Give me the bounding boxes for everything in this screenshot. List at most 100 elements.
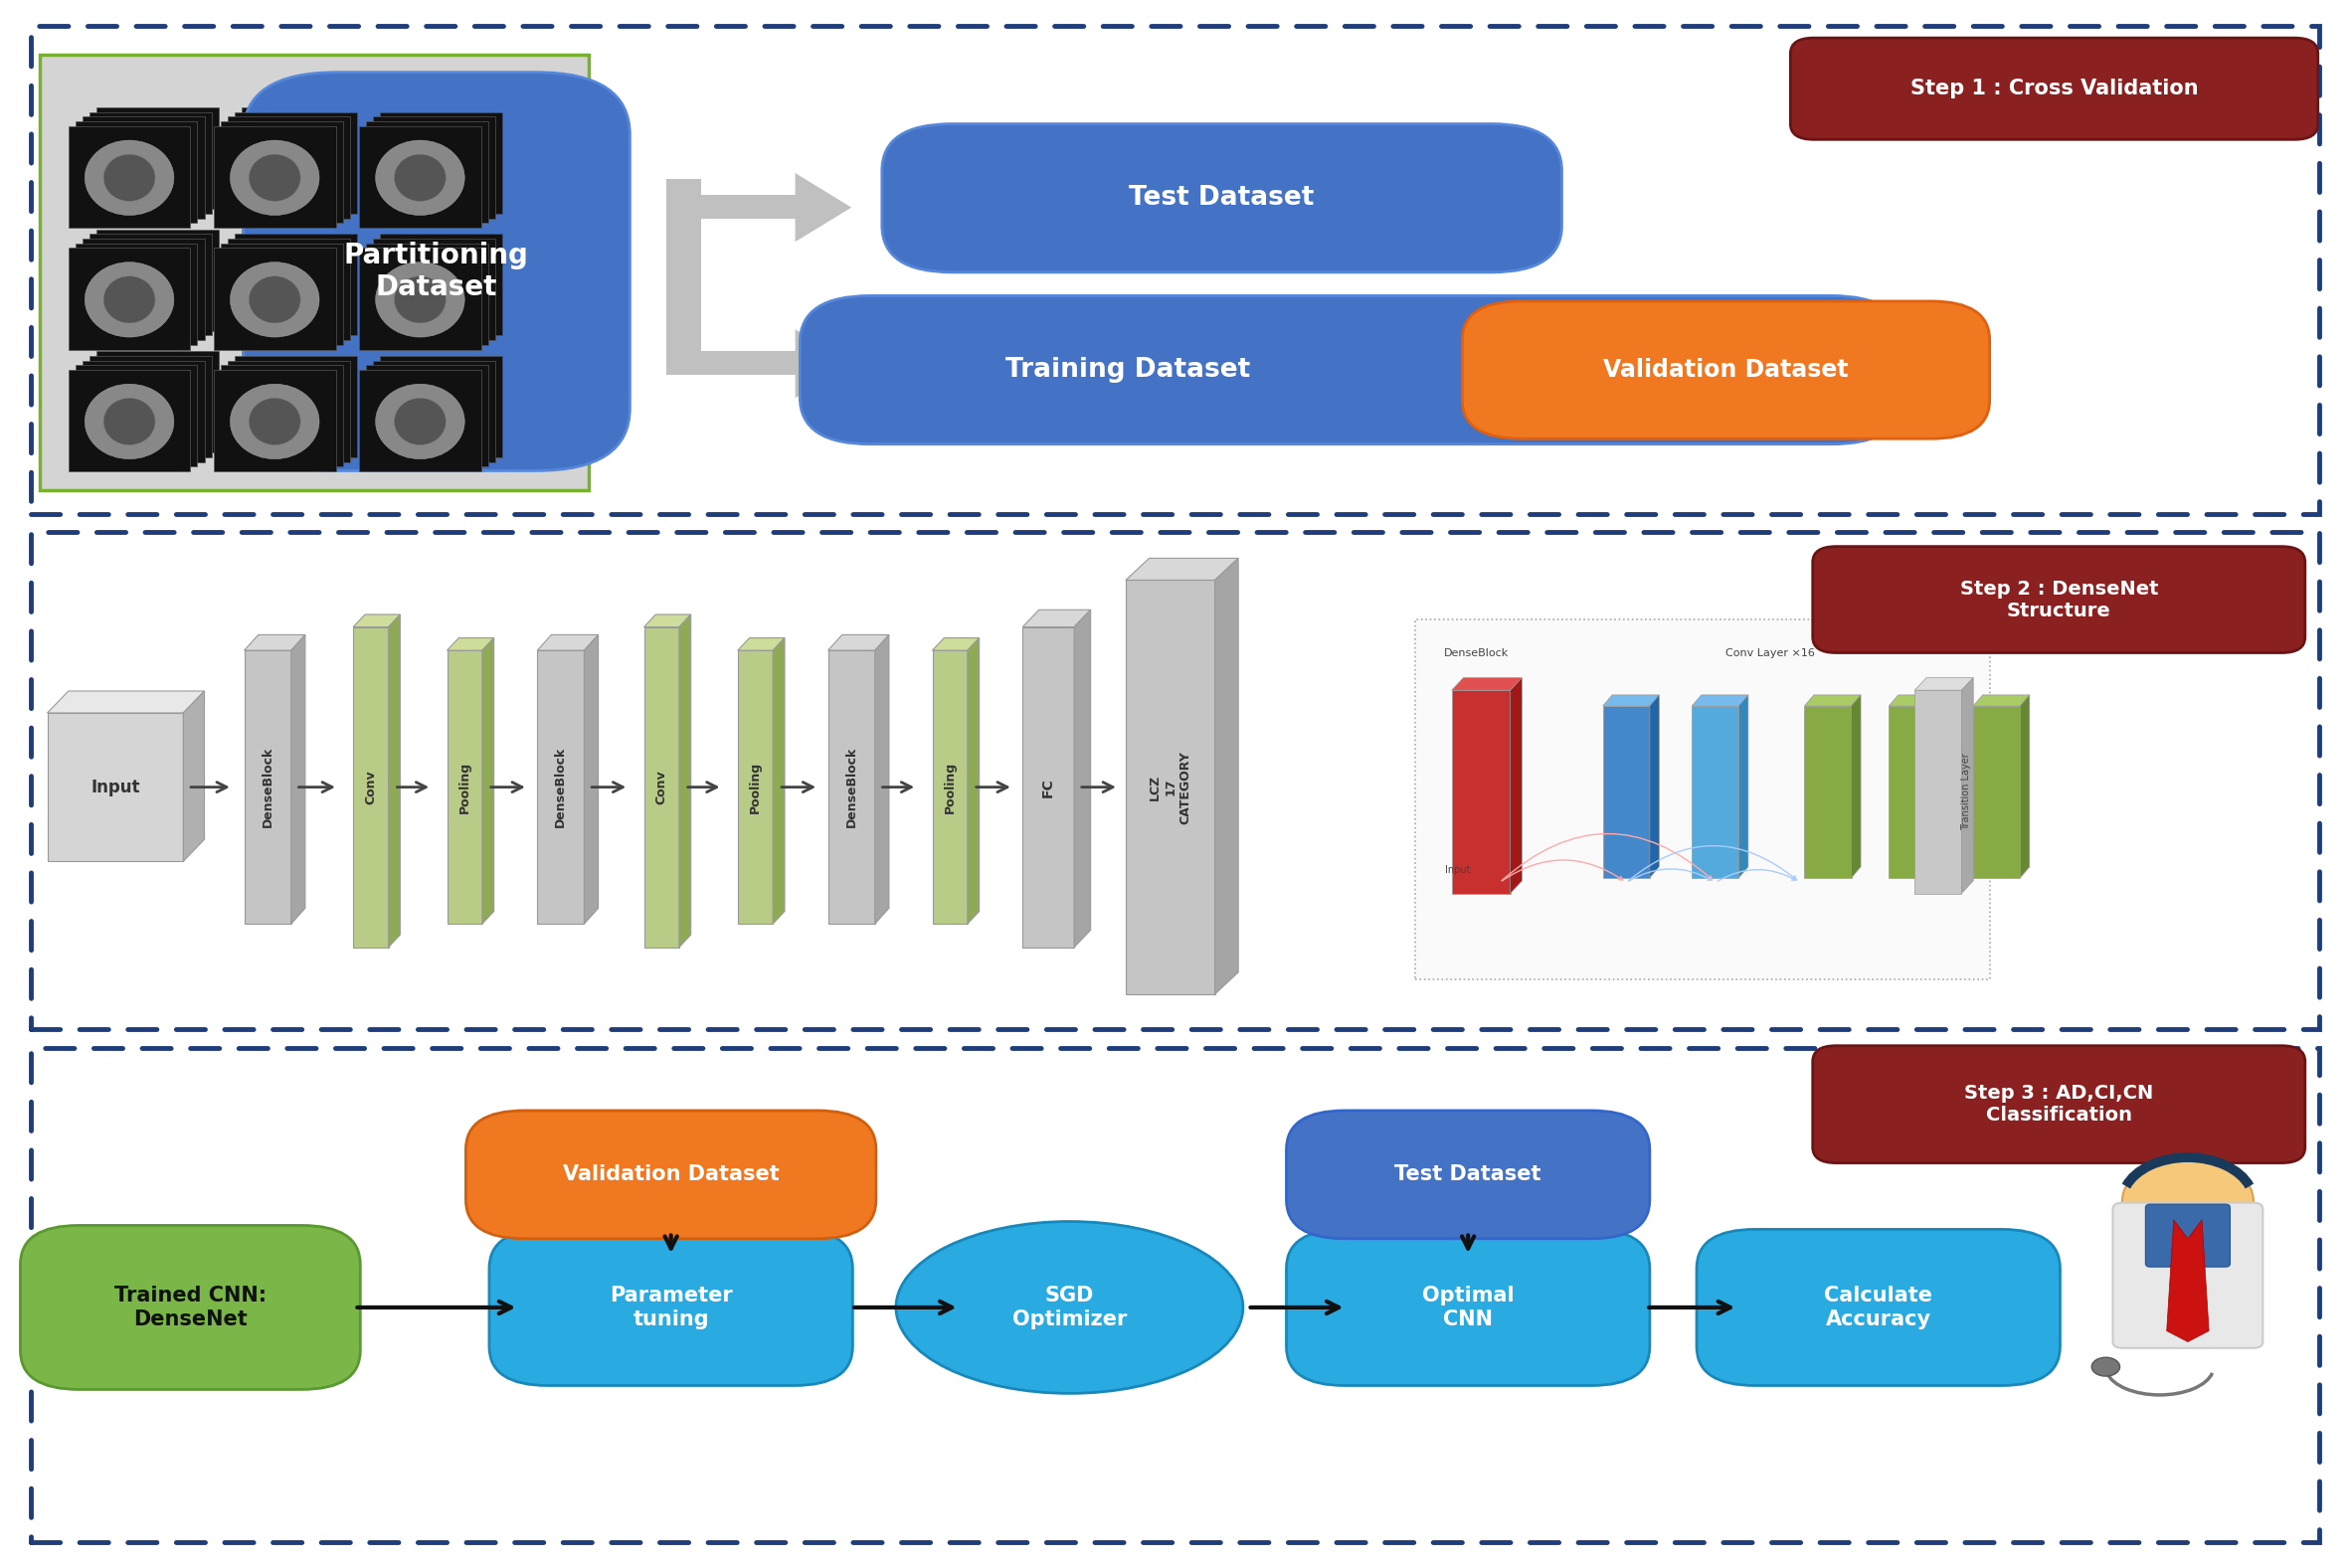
Text: Pooling: Pooling [458,760,470,814]
Polygon shape [968,638,980,924]
Bar [228,118,350,218]
Text: Validation Dataset: Validation Dataset [562,1165,780,1184]
FancyBboxPatch shape [1285,1229,1650,1386]
Bar [68,248,190,350]
Bar [68,370,190,472]
Bar [235,113,357,213]
Bar [221,121,343,223]
Polygon shape [47,691,204,713]
Bar [96,108,219,209]
Ellipse shape [230,262,320,337]
Polygon shape [933,638,980,651]
Bar [447,651,482,924]
Ellipse shape [103,154,155,201]
Text: Test Dataset: Test Dataset [1394,1165,1542,1184]
Polygon shape [773,638,785,924]
Bar [242,351,364,453]
Polygon shape [827,635,888,651]
Polygon shape [2021,695,2030,878]
Polygon shape [1739,695,1748,878]
Text: Conv Layer ×16: Conv Layer ×16 [1725,648,1814,659]
Bar [1126,580,1215,994]
Text: DenseBlock: DenseBlock [846,746,858,828]
Bar [31,27,2319,514]
Bar [235,234,357,336]
Bar [228,361,350,463]
Polygon shape [1805,695,1861,706]
Bar [644,627,679,947]
Bar [242,229,364,331]
Bar [1692,706,1739,878]
Circle shape [2092,1358,2120,1377]
Bar [388,229,510,331]
Bar [31,1047,2319,1541]
Bar [360,370,482,472]
Bar [82,118,204,218]
Text: Step 2 : DenseNet
Structure: Step 2 : DenseNet Structure [1960,579,2157,619]
Polygon shape [291,635,306,924]
Text: Trained CNN:
DenseNet: Trained CNN: DenseNet [115,1286,266,1330]
FancyBboxPatch shape [799,296,1901,444]
Polygon shape [447,638,494,651]
Polygon shape [644,615,691,627]
FancyBboxPatch shape [1285,1110,1650,1239]
Polygon shape [1974,695,2030,706]
Polygon shape [1962,677,1974,894]
Bar [214,125,336,227]
Ellipse shape [249,154,301,201]
Bar [82,361,204,463]
Polygon shape [1126,558,1238,580]
Bar [96,351,219,453]
Ellipse shape [395,154,447,201]
Bar [352,627,388,947]
Text: Step 3 : AD,CI,CN
Classification: Step 3 : AD,CI,CN Classification [1965,1083,2153,1124]
Polygon shape [1650,695,1659,878]
Bar [381,113,503,213]
FancyBboxPatch shape [2113,1203,2263,1348]
Ellipse shape [85,384,174,459]
Text: DenseBlock: DenseBlock [1443,648,1509,659]
Ellipse shape [85,140,174,215]
Polygon shape [388,615,400,947]
Polygon shape [183,691,204,861]
Bar [827,651,874,924]
Bar [214,248,336,350]
Ellipse shape [103,276,155,323]
Bar [667,351,794,375]
Bar [1022,627,1074,947]
FancyBboxPatch shape [489,1229,853,1386]
Bar [1805,706,1852,878]
Bar [374,361,496,463]
Polygon shape [794,329,851,398]
Bar [1415,619,1990,980]
Polygon shape [2167,1220,2209,1342]
Bar [1915,690,1962,894]
FancyBboxPatch shape [40,55,590,491]
Text: Test Dataset: Test Dataset [1130,185,1314,212]
Bar [1889,706,1936,878]
Bar [667,194,794,218]
FancyBboxPatch shape [465,1110,877,1239]
Bar [31,533,2319,1029]
Polygon shape [352,615,400,627]
Bar [738,651,773,924]
Polygon shape [874,635,888,924]
Bar [1452,690,1511,894]
Text: Input: Input [92,778,141,797]
Text: Step 1 : Cross Validation: Step 1 : Cross Validation [1911,78,2197,99]
Polygon shape [244,635,306,651]
Polygon shape [1022,610,1090,627]
Text: Training Dataset: Training Dataset [1006,358,1250,383]
Text: Parameter
tuning: Parameter tuning [609,1286,733,1330]
Polygon shape [1936,695,1946,878]
FancyBboxPatch shape [1462,301,1990,439]
Polygon shape [1915,677,1974,690]
Bar [47,713,183,861]
Text: FC: FC [1041,778,1055,797]
Bar [68,125,190,227]
FancyBboxPatch shape [1812,547,2305,652]
Ellipse shape [395,276,447,323]
Bar [96,229,219,331]
Ellipse shape [895,1221,1243,1394]
Text: DenseBlock: DenseBlock [555,746,566,828]
